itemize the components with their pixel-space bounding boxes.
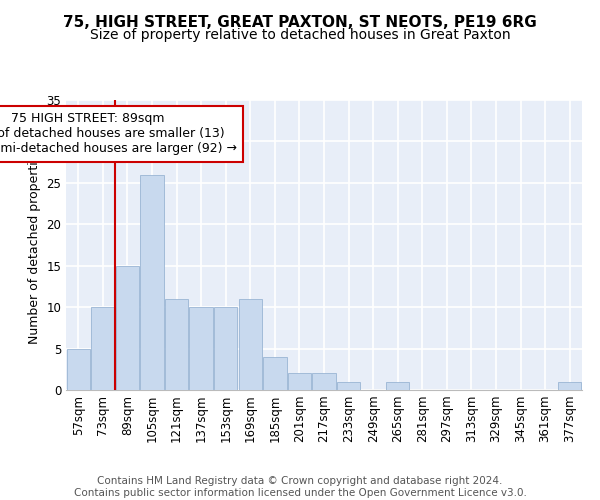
Bar — [91, 307, 115, 390]
Bar — [190, 307, 213, 390]
Text: Contains HM Land Registry data © Crown copyright and database right 2024.
Contai: Contains HM Land Registry data © Crown c… — [74, 476, 526, 498]
Bar — [263, 357, 287, 390]
Text: 75 HIGH STREET: 89sqm
← 12% of detached houses are smaller (13)
87% of semi-deta: 75 HIGH STREET: 89sqm ← 12% of detached … — [0, 112, 237, 156]
Text: 75, HIGH STREET, GREAT PAXTON, ST NEOTS, PE19 6RG: 75, HIGH STREET, GREAT PAXTON, ST NEOTS,… — [63, 15, 537, 30]
Bar — [116, 266, 139, 390]
Bar — [67, 348, 90, 390]
Bar — [165, 299, 188, 390]
Bar — [386, 382, 409, 390]
Bar — [140, 174, 164, 390]
Bar — [239, 299, 262, 390]
Bar — [558, 382, 581, 390]
Bar — [214, 307, 238, 390]
Text: Size of property relative to detached houses in Great Paxton: Size of property relative to detached ho… — [89, 28, 511, 42]
Bar — [288, 374, 311, 390]
Bar — [313, 374, 335, 390]
Bar — [337, 382, 360, 390]
Y-axis label: Number of detached properties: Number of detached properties — [28, 146, 41, 344]
